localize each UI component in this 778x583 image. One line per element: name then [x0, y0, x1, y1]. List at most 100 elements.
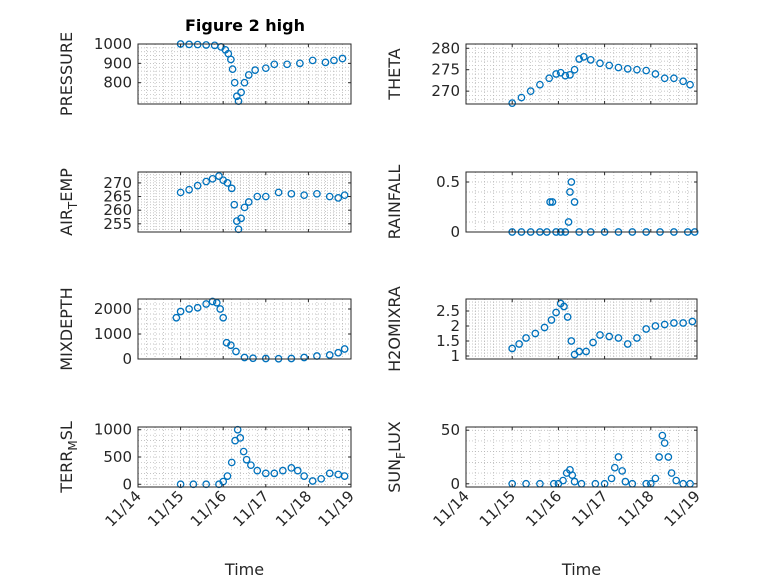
data-point	[185, 305, 193, 313]
data-point	[567, 337, 576, 345]
data-point	[249, 354, 257, 363]
data-point	[325, 192, 334, 201]
y-tick-label: 1	[450, 347, 460, 365]
data-point	[566, 188, 574, 196]
y-tick-label: 800	[103, 74, 132, 92]
data-point	[642, 325, 651, 333]
data-point	[287, 464, 296, 472]
data-point	[610, 463, 619, 472]
data-point	[223, 179, 232, 187]
data-point	[313, 189, 321, 198]
y-tick-label: 270	[431, 82, 460, 100]
data-point	[300, 472, 308, 480]
data-point	[607, 474, 616, 483]
y-tick-label: 500	[103, 448, 132, 466]
data-point	[176, 307, 185, 316]
y-tick-label: 0.5	[436, 173, 460, 191]
data-point	[193, 303, 202, 312]
data-point	[552, 308, 560, 317]
data-point	[293, 466, 302, 475]
y-tick-label: 0	[122, 350, 132, 368]
data-point	[531, 329, 540, 338]
y-tick-label: 280	[431, 39, 460, 57]
data-point	[570, 198, 579, 206]
data-point	[340, 472, 349, 480]
data-point	[227, 458, 236, 467]
data-point	[274, 188, 283, 197]
y-tick-label: 255	[103, 215, 132, 233]
data-point	[261, 64, 270, 73]
data-point	[614, 334, 623, 342]
data-point	[283, 60, 291, 69]
data-point	[679, 77, 687, 86]
y-tick-label: 0	[122, 475, 132, 493]
data-point	[193, 181, 202, 190]
axes-h2omixra: 11.522.5 H2OMIXRA	[385, 286, 698, 372]
data-point	[563, 313, 572, 321]
data-point	[621, 477, 630, 486]
y-axis-label: THETA	[385, 48, 404, 100]
data-point	[230, 78, 239, 87]
data-point	[664, 453, 673, 461]
data-point	[670, 74, 678, 83]
data-point	[308, 477, 317, 485]
data-point	[253, 466, 262, 475]
axes-mixdepth: 0 1000 2000 MIXDEPTH	[57, 287, 352, 371]
data-point	[605, 61, 614, 70]
y-tick-label: 2	[450, 317, 460, 335]
data-point	[240, 203, 249, 212]
data-point	[570, 65, 579, 74]
data-point	[672, 476, 681, 485]
y-tick-label: 1000	[94, 35, 132, 53]
data-point	[547, 316, 556, 324]
data-point	[287, 189, 296, 198]
data-point	[270, 60, 279, 69]
data-point	[300, 191, 308, 200]
data-point	[651, 322, 660, 330]
data-point	[308, 56, 317, 65]
data-point	[340, 345, 349, 353]
y-axis-label: PRESSURE	[57, 32, 76, 116]
data-point	[228, 65, 237, 74]
axes-box	[465, 426, 698, 488]
figure-title: Figure 2 high	[185, 16, 305, 35]
data-point	[202, 300, 211, 308]
data-point	[655, 453, 663, 461]
y-tick-label: 1.5	[436, 332, 460, 350]
data-point	[208, 174, 217, 183]
data-point	[559, 476, 567, 485]
y-tick-label: 270	[103, 174, 132, 192]
data-point	[548, 198, 557, 206]
data-point	[242, 455, 251, 464]
data-point	[237, 88, 245, 97]
data-point	[240, 78, 249, 87]
data-point	[522, 334, 530, 342]
data-point	[227, 341, 235, 350]
data-point	[567, 178, 576, 186]
y-tick-label: 0	[450, 475, 460, 493]
data-point	[651, 474, 660, 483]
data-point	[261, 469, 270, 478]
data-point	[334, 348, 343, 357]
data-point	[325, 351, 334, 359]
data-point	[253, 192, 262, 201]
data-point	[582, 347, 590, 356]
data-point	[215, 172, 223, 180]
axes-box	[465, 298, 698, 360]
x-axis-label: Time	[224, 560, 264, 579]
data-point	[570, 477, 579, 486]
data-point	[340, 191, 349, 200]
data-point	[561, 71, 570, 80]
axes-theta: 270 275 280 THETA	[385, 39, 698, 107]
data-point	[596, 59, 604, 68]
data-point	[623, 65, 632, 73]
data-point	[251, 66, 259, 74]
data-point	[193, 40, 202, 49]
data-point	[633, 65, 641, 74]
data-point	[605, 332, 614, 341]
y-tick-label: 260	[103, 201, 132, 219]
y-axis-label: AIRTEMP	[57, 168, 80, 236]
y-axis-label: MIXDEPTH	[57, 287, 76, 370]
y-tick-label: 265	[103, 188, 132, 206]
